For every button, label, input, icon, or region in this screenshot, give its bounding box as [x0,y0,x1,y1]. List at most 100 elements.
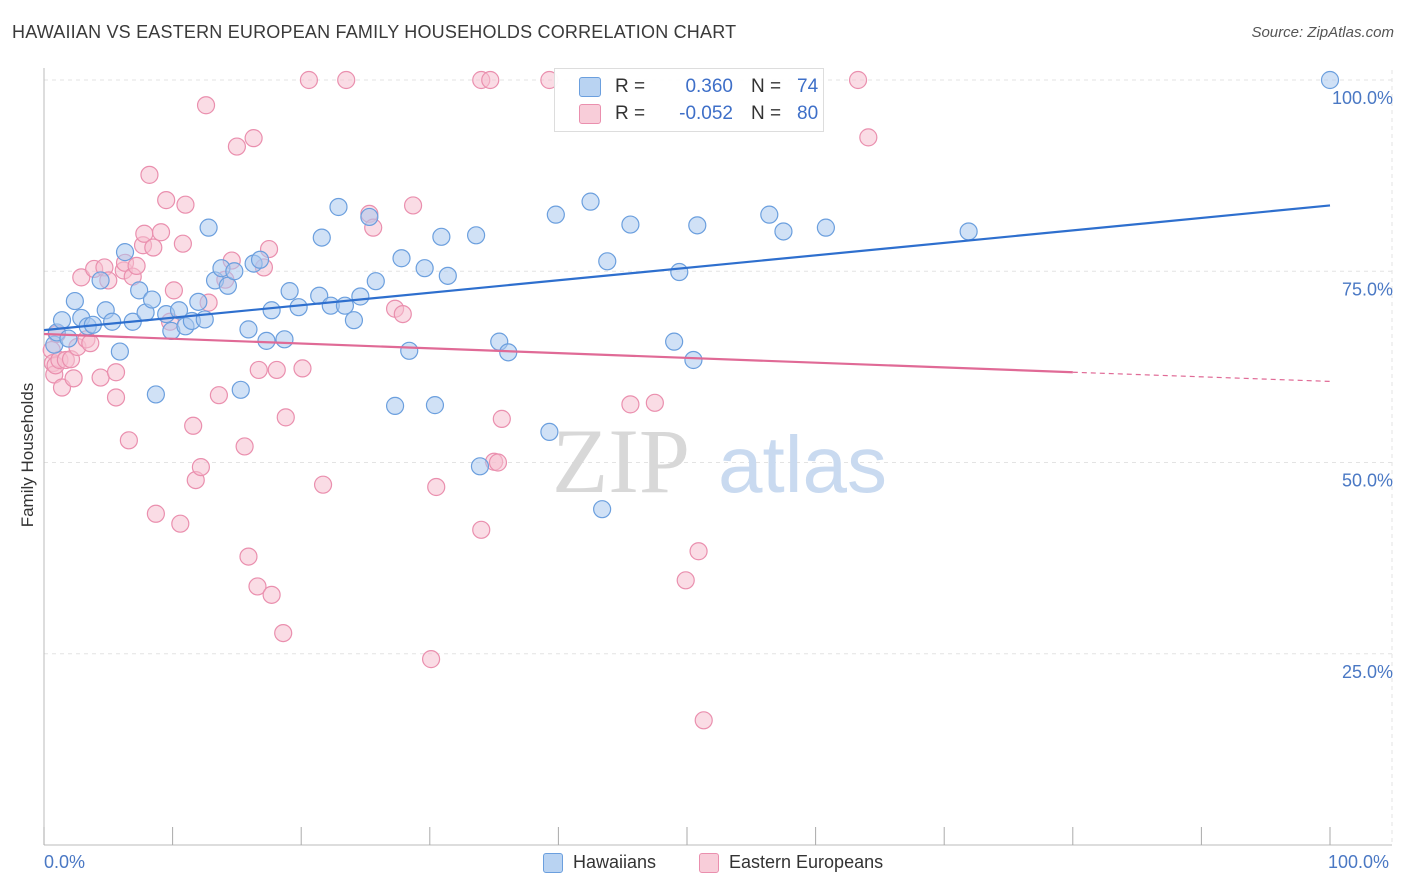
eastern-european-point [472,520,491,539]
eastern-european-point [293,359,312,378]
hawaiian-point [257,331,276,350]
hawaiian-point [360,207,379,227]
eastern-european-point [249,360,268,380]
watermark: ZIP atlas [552,410,887,512]
hawaiian-point [415,259,434,278]
hawaiian-point [366,272,385,291]
hawaiian-point [385,396,405,415]
eastern-european-point [492,409,511,428]
hawaiian-point [115,243,135,262]
eastern-european-point [227,137,246,156]
axes [43,68,1392,846]
eastern-european-point [81,334,100,353]
hawaiian-point [250,250,270,269]
hawaiian-point [425,396,445,415]
hawaiian-point [959,222,978,241]
legend-r-value: 0.360 [685,76,733,97]
hawaiian-point [466,226,486,245]
legend-r-label: R = [615,76,646,97]
eastern-european-point [848,70,868,90]
hawaiian-point [621,215,640,234]
hawaiian-point [392,249,411,268]
hawaiian-point [239,320,258,339]
y-tick-label: 100.0% [1332,88,1393,108]
eastern-european-point [676,571,695,590]
eastern-european-point [184,416,203,435]
eastern-european-point [72,268,91,287]
legend-n-value: 74 [797,76,819,97]
eastern-european-point [127,256,146,275]
hawaiian-point [760,205,779,224]
legend-swatch-pink [579,104,601,124]
hawaiian-point [438,266,457,285]
trend-lines [43,204,1331,383]
eastern-european-point [144,238,163,257]
hawaiian-point [1320,70,1340,90]
hawaiian-point [289,298,308,317]
y-tick-label: 75.0% [1342,279,1393,299]
hawaiian-point [231,380,250,399]
eastern-european-point [146,504,165,523]
hawaiian-point [581,192,600,211]
eastern-european-point [689,542,708,561]
eastern-european-point [140,165,159,184]
hawaiian-point [546,205,565,224]
hawaiian-point [169,301,189,320]
eastern-european-point [91,368,110,387]
legend-item-eastern-europeans: Eastern Europeans [699,852,883,873]
eastern-european-point [267,360,286,380]
hawaiian-point [142,290,162,309]
eastern-european-point [106,363,126,382]
legend-label-hawaiians: Hawaiians [573,852,657,872]
eastern-european-point [481,70,500,90]
hawaiian-point [540,422,559,441]
eastern-european-point [176,195,195,214]
hawaiian-point [225,262,244,281]
legend-label-eastern-europeans: Eastern Europeans [729,852,884,872]
legend-item-hawaiians: Hawaiians [543,852,656,873]
eastern-european-point [393,304,412,324]
hawaiian-trend-line [43,204,1331,332]
legend-n-label: N = [751,103,782,124]
eastern-european-point [274,623,293,643]
hawaiian-point [275,330,294,349]
hawaiian-point [470,457,490,476]
eastern-european-trend-line [43,332,1073,374]
x-axis-max-label: 100.0% [1328,852,1390,872]
hawaiian-point [262,301,281,320]
hawaiian-point [130,281,149,300]
eastern-european-point [313,475,333,494]
eastern-european-point [235,437,254,456]
watermark-atlas: atlas [718,420,887,509]
legend-swatch-blue [579,77,601,97]
eastern-european-point [171,514,190,533]
eastern-european-point [119,431,138,450]
hawaiian-point [189,292,208,311]
hawaiian-point [280,282,299,301]
eastern-european-point [427,477,446,497]
eastern-european-point [209,386,228,405]
eastern-european-point [64,369,83,388]
eastern-european-point [299,70,319,90]
hawaiian-point [598,252,617,271]
eastern-european-point [859,128,878,147]
hawaiian-point [665,332,684,351]
eastern-european-point [191,457,210,477]
hawaiian-point [593,500,612,519]
eastern-european-point [276,408,295,427]
eastern-european-point [621,395,640,414]
eastern-european-point [151,223,171,242]
series-legend: Hawaiians Eastern Europeans [0,852,1406,878]
correlation-legend: R = 0.360 N = 74 R = -0.052 N = 80 [554,68,824,132]
y-tick-label: 25.0% [1342,662,1393,682]
hawaiian-point [103,312,122,331]
eastern-european-point [694,711,713,730]
hawaiian-point [52,311,72,330]
legend-row-hawaiians: R = 0.360 N = 74 [579,74,818,100]
eastern-european-point [106,388,126,407]
data-points [42,70,1340,730]
source-label: Source: ZipAtlas.com [1251,24,1394,41]
hawaiian-point [329,197,348,217]
eastern-european-point [173,234,192,253]
